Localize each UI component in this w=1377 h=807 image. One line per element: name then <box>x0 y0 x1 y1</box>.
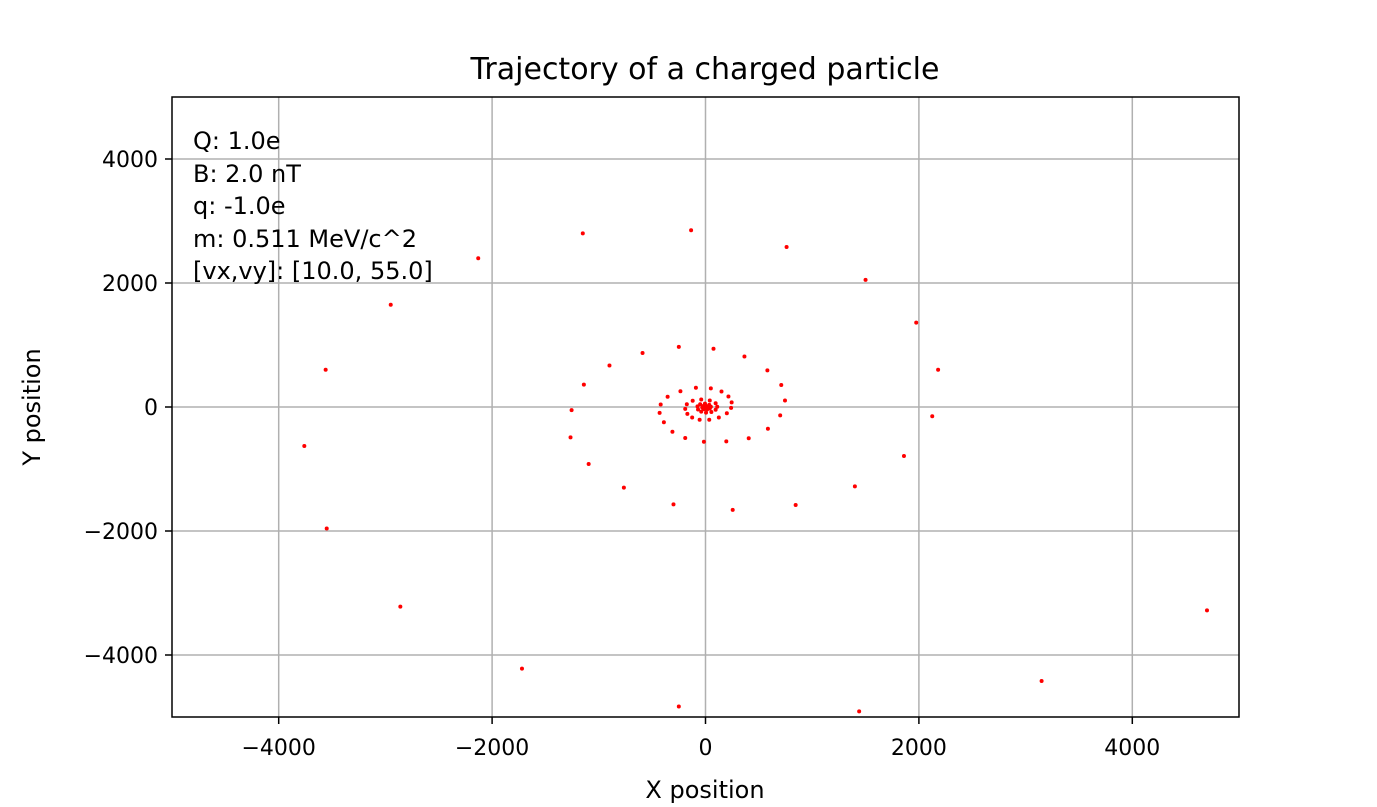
y-tick-label: 2000 <box>102 272 158 297</box>
data-point <box>1039 679 1044 684</box>
data-point <box>683 436 688 440</box>
annotation-line: q: -1.0e <box>193 192 286 220</box>
data-point <box>782 398 787 403</box>
data-point <box>696 407 701 412</box>
data-point <box>678 389 683 394</box>
data-point <box>684 402 689 407</box>
data-point <box>689 228 694 233</box>
data-point <box>709 409 714 414</box>
data-point <box>765 426 770 431</box>
data-point <box>726 394 731 399</box>
x-tick-label: −2000 <box>455 736 529 761</box>
data-point <box>699 409 704 414</box>
x-tick-label: 4000 <box>1104 736 1160 761</box>
data-point <box>661 420 666 425</box>
data-point <box>685 411 690 416</box>
data-point <box>302 444 307 449</box>
data-point <box>398 604 403 609</box>
x-tick-label: −4000 <box>241 736 315 761</box>
data-point <box>388 302 393 307</box>
data-point <box>671 502 676 507</box>
annotation-line: Q: 1.0e <box>193 127 281 155</box>
data-point <box>665 394 670 399</box>
data-point <box>778 413 783 418</box>
data-point <box>730 507 735 512</box>
y-tick-label: −4000 <box>84 644 158 669</box>
data-point <box>697 417 702 422</box>
data-point <box>863 277 868 282</box>
data-point <box>746 436 751 441</box>
x-axis-label: X position <box>645 776 764 804</box>
data-point <box>607 363 612 368</box>
data-point <box>580 231 585 236</box>
data-point <box>793 502 798 507</box>
data-point <box>323 367 328 372</box>
data-point <box>658 402 663 407</box>
data-point <box>708 386 713 391</box>
data-point <box>713 401 718 406</box>
data-point <box>324 526 329 531</box>
x-tick-label: 2000 <box>891 736 947 761</box>
data-point <box>930 414 935 419</box>
data-point <box>729 400 734 405</box>
grid <box>172 97 1239 717</box>
data-point <box>640 351 645 356</box>
data-point <box>742 354 747 359</box>
data-point <box>707 417 712 422</box>
data-point <box>724 439 729 444</box>
data-point <box>901 453 906 458</box>
data-point <box>581 382 586 387</box>
data-point <box>936 367 941 372</box>
chart-title: Trajectory of a charged particle <box>470 52 940 87</box>
data-point <box>703 405 708 409</box>
data-point <box>699 397 704 402</box>
x-tick-label: 0 <box>699 736 713 761</box>
data-points <box>302 228 1209 714</box>
data-point <box>586 462 591 467</box>
data-point <box>657 410 662 415</box>
data-point <box>857 709 862 714</box>
data-point <box>784 245 789 250</box>
data-point <box>568 435 573 440</box>
data-point <box>676 344 681 349</box>
data-point <box>670 429 675 434</box>
data-point <box>914 320 919 325</box>
y-tick-label: 0 <box>144 396 158 421</box>
data-point <box>729 405 734 410</box>
data-point <box>695 404 700 409</box>
y-tick-label: 4000 <box>102 148 158 173</box>
y-tick-label: −2000 <box>84 520 158 545</box>
data-point <box>519 666 524 671</box>
data-point <box>852 484 857 489</box>
data-point <box>476 256 481 261</box>
data-point <box>683 406 688 411</box>
data-point <box>569 408 574 413</box>
data-point <box>690 398 695 403</box>
data-point <box>724 411 729 416</box>
data-point <box>676 704 681 709</box>
data-point <box>719 389 724 394</box>
data-point <box>693 385 698 390</box>
data-point <box>779 382 784 387</box>
parameter-annotation: Q: 1.0e B: 2.0 nT q: -1.0e m: 0.511 MeV/… <box>193 127 433 285</box>
axis-ticks: −4000 −2000 0 2000 4000 −4000 −2000 0 2000 4000 <box>84 148 1161 761</box>
data-point <box>621 485 626 490</box>
y-axis-label: Y position <box>18 348 46 466</box>
data-point <box>715 404 720 409</box>
data-point <box>716 415 721 420</box>
data-point <box>707 398 712 403</box>
data-point <box>704 410 709 415</box>
annotation-line: B: 2.0 nT <box>193 160 301 188</box>
annotation-line: m: 0.511 MeV/c^2 <box>193 225 417 253</box>
data-point <box>765 368 770 373</box>
annotation-line: [vx,vy]: [10.0, 55.0] <box>193 257 433 285</box>
data-point <box>711 346 716 351</box>
data-point <box>701 439 706 444</box>
data-point <box>690 415 695 420</box>
data-point <box>713 407 718 412</box>
data-point <box>1204 608 1209 613</box>
